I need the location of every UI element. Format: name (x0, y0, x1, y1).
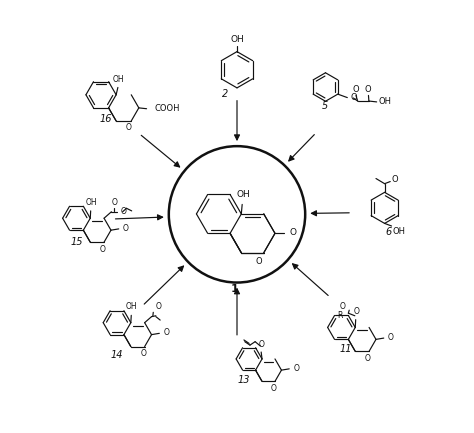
Text: 14: 14 (111, 349, 123, 360)
Text: O: O (164, 328, 170, 337)
Text: OH: OH (126, 303, 137, 311)
Text: OH: OH (378, 97, 392, 107)
Text: O: O (156, 302, 162, 310)
Text: O: O (120, 207, 127, 216)
Text: OH: OH (85, 198, 97, 207)
Text: O: O (258, 339, 264, 349)
Text: O: O (365, 85, 371, 94)
Text: O: O (351, 93, 357, 102)
Text: O: O (100, 245, 106, 254)
Text: O: O (340, 302, 346, 311)
Text: O: O (353, 307, 359, 316)
Text: O: O (126, 123, 132, 132)
Text: O: O (365, 354, 371, 363)
Text: O: O (140, 349, 146, 358)
Text: COOH: COOH (155, 104, 180, 113)
Text: O: O (391, 175, 398, 184)
Text: OH: OH (112, 74, 124, 84)
Text: OH: OH (231, 35, 245, 44)
Text: 5: 5 (321, 101, 328, 111)
Text: OH: OH (236, 190, 250, 199)
Text: 6: 6 (385, 227, 391, 237)
Text: 2: 2 (222, 89, 228, 99)
Text: O: O (256, 257, 263, 266)
Text: O: O (293, 364, 300, 373)
Text: O: O (123, 224, 129, 233)
Text: 16: 16 (100, 114, 112, 124)
Text: 15: 15 (70, 237, 82, 247)
Text: 13: 13 (237, 375, 250, 385)
Text: O: O (112, 197, 118, 207)
Text: R: R (337, 311, 342, 320)
Text: O: O (353, 85, 359, 94)
Text: O: O (388, 333, 394, 342)
Text: O: O (290, 229, 297, 237)
Text: 11: 11 (339, 344, 352, 354)
Text: OH: OH (392, 227, 405, 236)
Text: O: O (271, 384, 277, 393)
Text: 1: 1 (231, 284, 239, 294)
